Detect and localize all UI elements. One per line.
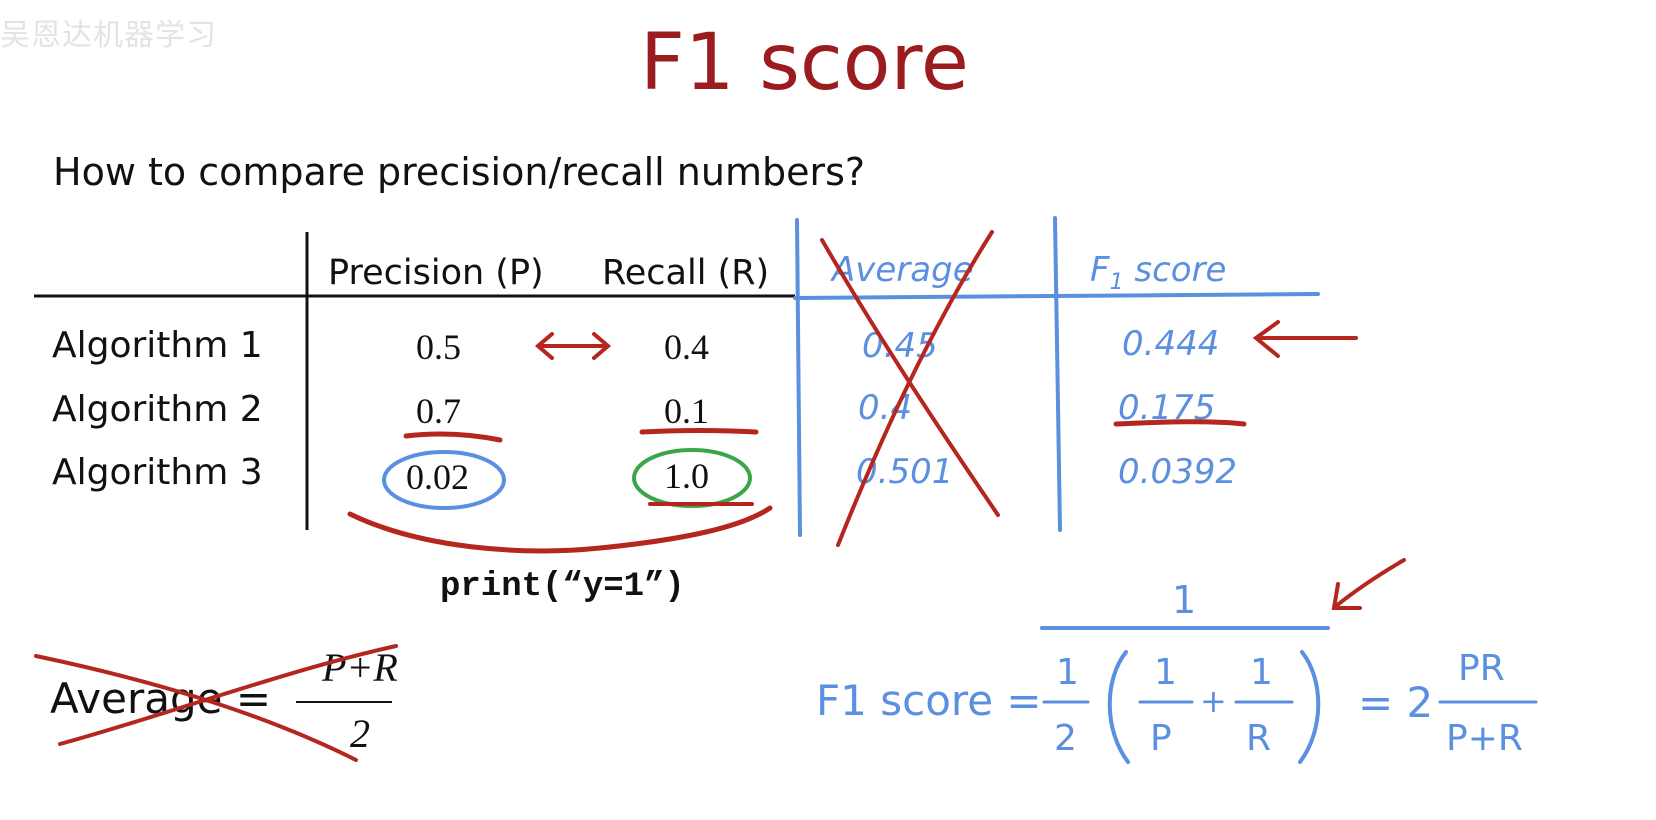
print-statement: print(“y=1”) (440, 568, 685, 606)
header-recall: Recall (R) (602, 253, 770, 293)
underline-precision (403, 431, 503, 443)
blue-column-divider-1 (795, 218, 802, 537)
blue-header-rule (793, 292, 1320, 300)
r-denominator: R (1246, 718, 1272, 759)
recall-cell: 0.1 (664, 391, 709, 431)
plus-sign: + (1200, 682, 1227, 720)
circle-recall-green (632, 448, 752, 508)
underline-recall (639, 428, 759, 435)
precision-cell: 0.5 (416, 327, 461, 367)
header-precision: Precision (P) (328, 253, 544, 293)
right-paren (1298, 650, 1321, 764)
average-formula-cross-2 (58, 644, 398, 746)
p-numerator: 1 (1154, 652, 1177, 693)
row-label: Algorithm 3 (52, 452, 263, 493)
average-formula-cross-1 (34, 654, 358, 762)
header-f1-score: F1 score (1090, 250, 1227, 295)
slide-title: F1 score (640, 18, 969, 108)
row-label: Algorithm 1 (52, 325, 263, 366)
p-denominator: P (1150, 718, 1172, 759)
pr-numerator: PR (1458, 648, 1505, 689)
header-average: Average (832, 250, 974, 290)
half-numerator: 1 (1056, 652, 1079, 693)
watermark: 吴恩达机器学习 (0, 18, 217, 53)
question-text: How to compare precision/recall numbers? (53, 150, 866, 194)
curved-brace (347, 505, 773, 554)
f1-cell: 0.0392 (1118, 452, 1237, 492)
recall-cell: 1.0 (664, 456, 709, 496)
pr-denominator: P+R (1446, 718, 1523, 759)
double-arrow-icon (534, 332, 612, 360)
average-denominator: 2 (350, 711, 370, 756)
f1-cell: 0.444 (1122, 324, 1220, 364)
recall-cell: 0.4 (664, 327, 709, 367)
down-left-arrow-icon (1331, 558, 1406, 610)
f1-top-one: 1 (1172, 578, 1197, 622)
precision-cell: 0.02 (406, 457, 469, 497)
underline-f1 (1113, 419, 1247, 427)
average-cross-2 (836, 230, 994, 547)
precision-cell: 0.7 (416, 391, 461, 431)
blue-column-divider-2 (1053, 216, 1062, 532)
row-label: Algorithm 2 (52, 389, 263, 430)
average-cell: 0.45 (862, 326, 938, 366)
left-paren (1107, 650, 1130, 764)
equals-two: = 2 (1358, 678, 1434, 727)
r-numerator: 1 (1250, 652, 1273, 693)
half-denominator: 2 (1054, 718, 1077, 759)
left-arrow-icon (1252, 320, 1358, 358)
f1-formula-label: F1 score = (816, 676, 1042, 725)
circle-precision-blue (382, 450, 506, 510)
average-numerator: P+R (322, 645, 398, 690)
